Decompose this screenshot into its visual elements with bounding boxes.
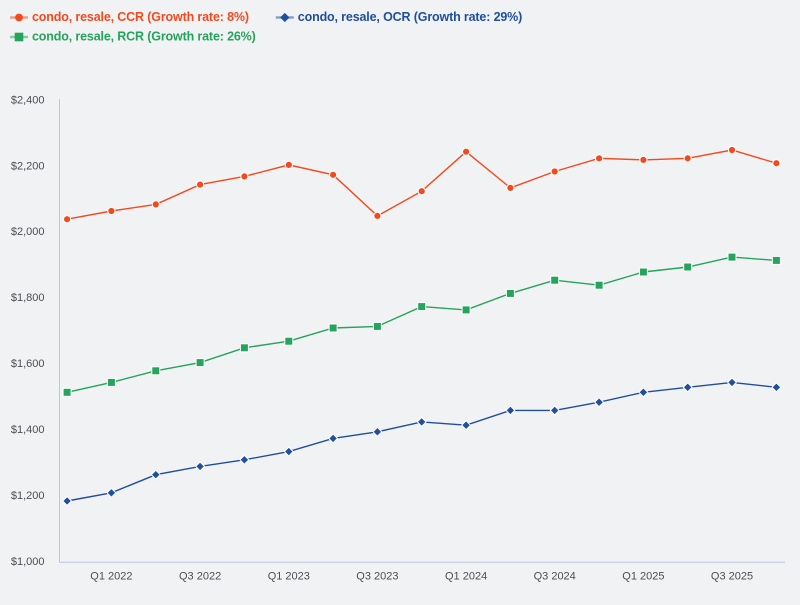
svg-text:Q3 2025: Q3 2025: [711, 571, 753, 583]
svg-text:condo, resale, RCR (Growth rat: condo, resale, RCR (Growth rate: 26%): [32, 30, 256, 44]
svg-text:$2,200: $2,200: [11, 160, 45, 172]
svg-text:$1,400: $1,400: [11, 424, 45, 436]
svg-text:Q3 2024: Q3 2024: [534, 571, 576, 583]
svg-text:condo, resale, OCR (Growth rat: condo, resale, OCR (Growth rate: 29%): [298, 10, 522, 24]
svg-text:$1,600: $1,600: [11, 358, 45, 370]
svg-text:Q3 2022: Q3 2022: [179, 571, 221, 583]
svg-text:Q1 2022: Q1 2022: [90, 571, 132, 583]
svg-text:Q1 2025: Q1 2025: [622, 571, 664, 583]
svg-text:$2,000: $2,000: [11, 226, 45, 238]
svg-text:Q1 2023: Q1 2023: [268, 571, 310, 583]
svg-text:$1,200: $1,200: [11, 490, 45, 502]
svg-text:$2,400: $2,400: [11, 94, 45, 106]
svg-text:$1,000: $1,000: [11, 556, 45, 568]
svg-text:Q3 2023: Q3 2023: [356, 571, 398, 583]
svg-text:$1,800: $1,800: [11, 292, 45, 304]
svg-text:condo, resale, CCR (Growth rat: condo, resale, CCR (Growth rate: 8%): [32, 10, 249, 24]
svg-text:Q1 2024: Q1 2024: [445, 571, 487, 583]
